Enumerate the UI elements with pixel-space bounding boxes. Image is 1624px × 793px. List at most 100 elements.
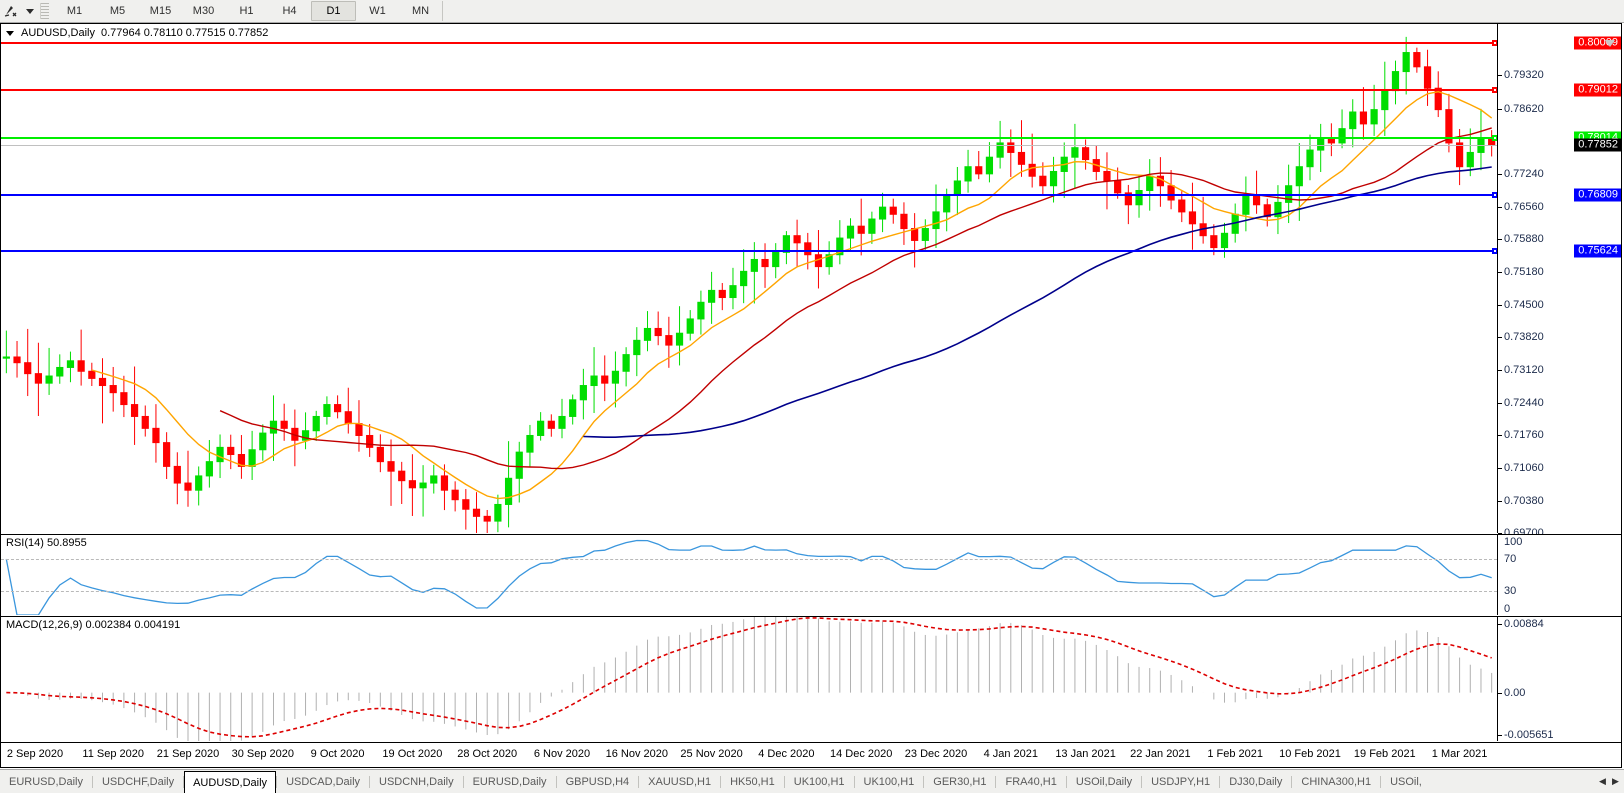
price-axis-label: 0.79320 xyxy=(1504,69,1544,82)
level-handle-icon[interactable] xyxy=(1492,191,1497,198)
rsi-axis-label: 70 xyxy=(1504,553,1517,565)
rsi-axis-label: 30 xyxy=(1504,585,1517,597)
top-toolbar: M1 M5 M15 M30 H1 H4 D1 W1 MN xyxy=(0,0,1624,23)
level-line-support-lower[interactable] xyxy=(1,248,1497,255)
timeframe-w1[interactable]: W1 xyxy=(369,5,386,17)
rsi-title: RSI(14) 50.8955 xyxy=(6,537,87,549)
crosshair-cursor-icon[interactable] xyxy=(0,1,22,21)
timeframe-h4[interactable]: H4 xyxy=(282,5,297,17)
chart-tab-eurusd-daily[interactable]: EURUSD,Daily xyxy=(9,775,83,788)
chart-tab-eurusd-daily[interactable]: EURUSD,Daily xyxy=(472,775,547,788)
level-handle-icon[interactable] xyxy=(1492,134,1497,141)
price-axis-tick xyxy=(1498,206,1502,208)
level-line-last-price[interactable] xyxy=(1,145,1497,147)
price-tag-last-price[interactable]: 0.77852 xyxy=(1574,138,1621,152)
chart-tab-uk100-h1[interactable]: UK100,H1 xyxy=(793,775,845,788)
price-tag-support-lower[interactable]: 0.75624 xyxy=(1574,244,1621,258)
timeframe-d1[interactable]: D1 xyxy=(311,1,356,21)
macd-axis-label: 0.00884 xyxy=(1504,618,1544,630)
macd-axis: 0.00884 0.00 -0.005651 xyxy=(1497,617,1621,741)
macd-axis-label: 0.00 xyxy=(1504,686,1526,699)
price-tag-support-upper[interactable]: 0.76809 xyxy=(1574,188,1621,202)
ohlc-values: 0.77964 0.78110 0.77515 0.77852 xyxy=(100,27,269,39)
chart-tab-hk50-h1[interactable]: HK50,H1 xyxy=(730,775,775,788)
level-line-pivot-green[interactable] xyxy=(1,134,1497,141)
chart-tab-audusd-daily[interactable]: AUDUSD,Daily xyxy=(184,771,277,793)
date-axis-label: 21 Sep 2020 xyxy=(156,748,220,760)
level-line-resistance-upper[interactable] xyxy=(1,39,1497,46)
price-axis-label: 0.75880 xyxy=(1504,233,1544,246)
price-plot-area[interactable] xyxy=(1,24,1497,533)
chart-tab-gbpusd-h4[interactable]: GBPUSD,H4 xyxy=(565,775,630,788)
date-axis-label: 9 Oct 2020 xyxy=(310,748,365,760)
tab-separator xyxy=(1065,775,1067,788)
timeframe-m15[interactable]: M15 xyxy=(149,5,172,17)
macd-axis-tick xyxy=(1498,624,1502,625)
price-tag-resistance-lower[interactable]: 0.79012 xyxy=(1574,83,1621,97)
date-axis-label: 2 Sep 2020 xyxy=(6,748,64,760)
timeframe-m5[interactable]: M5 xyxy=(109,5,126,17)
chart-tab-xauusd-h1[interactable]: XAUUSD,H1 xyxy=(648,775,712,788)
rsi-level-30 xyxy=(1,591,1497,592)
date-axis-label: 11 Sep 2020 xyxy=(82,748,144,760)
tab-separator xyxy=(276,775,278,788)
chart-tab-dj30-daily[interactable]: DJ30,Daily xyxy=(1229,775,1283,788)
level-line-support-upper[interactable] xyxy=(1,191,1497,198)
chart-tab-usdcad-daily[interactable]: USDCAD,Daily xyxy=(286,775,361,788)
chart-scroll-nub[interactable] xyxy=(1605,38,1615,47)
price-axis-label: 0.78620 xyxy=(1504,102,1544,115)
macd-axis-tick xyxy=(1498,735,1502,736)
macd-plot-area[interactable] xyxy=(1,617,1497,741)
macd-axis-tick xyxy=(1498,692,1502,694)
candlestick-series xyxy=(2,36,1496,533)
chart-tab-uk100-h1[interactable]: UK100,H1 xyxy=(863,775,915,788)
chevron-down-icon[interactable] xyxy=(22,1,38,21)
chart-tab-ger30-h1[interactable]: GER30,H1 xyxy=(933,775,987,788)
macd-pane: MACD(12,26,9) 0.002384 0.004191 0.00884 0… xyxy=(1,616,1621,741)
chart-tab-fra40-h1[interactable]: FRA40,H1 xyxy=(1005,775,1057,788)
chart-frame: AUDUSD,Daily 0.77964 0.78110 0.77515 0.7… xyxy=(0,23,1622,768)
chevron-right-icon[interactable]: ▶ xyxy=(1612,776,1619,786)
timeframe-m30[interactable]: M30 xyxy=(192,5,215,17)
level-handle-icon[interactable] xyxy=(1492,39,1497,46)
date-axis-label: 4 Jan 2021 xyxy=(983,748,1039,760)
tab-separator xyxy=(462,775,464,788)
level-handle-icon[interactable] xyxy=(1492,87,1497,94)
date-axis[interactable]: 2 Sep 2020 11 Sep 2020 21 Sep 2020 30 Sep 2… xyxy=(1,742,1621,768)
chart-tab-usdcnh-daily[interactable]: USDCNH,Daily xyxy=(379,775,454,788)
chevron-left-icon[interactable]: ◀ xyxy=(1599,776,1606,786)
macd-axis-label: -0.005651 xyxy=(1504,729,1554,741)
price-axis-tick xyxy=(1498,337,1502,338)
level-handle-icon[interactable] xyxy=(1492,248,1497,255)
price-axis-tick xyxy=(1498,533,1502,534)
toolbar-grip[interactable] xyxy=(40,3,49,19)
price-pane-header: AUDUSD,Daily 0.77964 0.78110 0.77515 0.7… xyxy=(5,27,268,39)
chart-tab-usoil[interactable]: USOil, xyxy=(1390,775,1422,788)
chart-tab-usoil-daily[interactable]: USOil,Daily xyxy=(1075,775,1133,788)
chart-tab-china300-h1[interactable]: CHINA300,H1 xyxy=(1301,775,1372,788)
rsi-axis: 100 70 30 0 xyxy=(1497,535,1621,615)
price-axis-tick xyxy=(1498,370,1502,372)
tab-separator xyxy=(1380,775,1382,788)
date-axis-label: 13 Jan 2021 xyxy=(1055,748,1116,760)
price-axis-tick xyxy=(1498,108,1502,110)
price-axis[interactable]: 0.79320 0.78620 0.77240 0.76560 0.75880 0.751… xyxy=(1497,24,1621,539)
timeframe-h1[interactable]: H1 xyxy=(239,5,254,17)
date-axis-label: 30 Sep 2020 xyxy=(231,748,294,760)
tab-separator xyxy=(853,775,855,788)
level-line-resistance-lower[interactable] xyxy=(1,87,1497,94)
price-axis-tick xyxy=(1498,304,1502,306)
price-axis-label: 0.73820 xyxy=(1504,331,1544,343)
price-axis-tick xyxy=(1498,239,1502,241)
chevron-down-icon[interactable] xyxy=(5,28,15,38)
macd-title: MACD(12,26,9) 0.002384 0.004191 xyxy=(6,619,181,631)
tab-separator xyxy=(638,775,640,788)
rsi-plot-area[interactable] xyxy=(1,535,1497,615)
timeframe-mn[interactable]: MN xyxy=(411,5,430,17)
price-axis-tick xyxy=(1498,500,1502,502)
chart-tab-usdjpy-h1[interactable]: USDJPY,H1 xyxy=(1151,775,1211,788)
chart-tab-usdchf-daily[interactable]: USDCHF,Daily xyxy=(101,775,175,788)
timeframe-m1[interactable]: M1 xyxy=(66,5,83,17)
price-axis-tick xyxy=(1498,174,1502,176)
